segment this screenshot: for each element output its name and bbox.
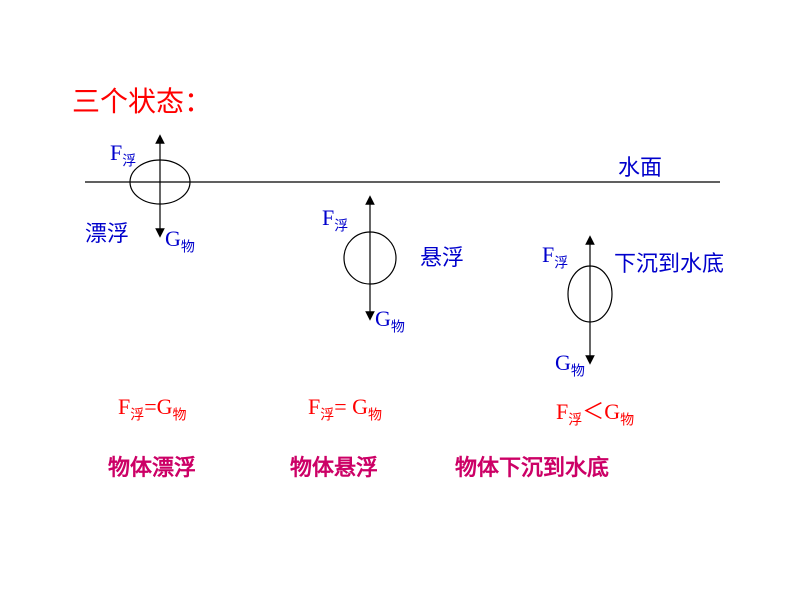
suspend-bottom-label: 物体悬浮 [290, 450, 378, 482]
sink-f-label: F浮 [542, 242, 568, 272]
water-surface-label: 水面 [618, 150, 662, 182]
sink-bottom-label: 物体下沉到水底 [455, 450, 609, 482]
float-bottom-label: 物体漂浮 [108, 450, 196, 482]
float-formula: F浮=G物 [118, 394, 187, 424]
diagram-title: 三个状态： [72, 80, 212, 120]
float-g-label: G物 [165, 226, 195, 256]
suspend-g-label: G物 [375, 306, 405, 336]
sink-formula: F浮＜G物 [556, 394, 634, 429]
sink-state-label: 下沉到水底 [614, 246, 724, 278]
suspend-state-label: 悬浮 [420, 240, 464, 272]
sink-g-label: G物 [555, 350, 585, 380]
suspend-formula: F浮= G物 [308, 394, 382, 424]
suspend-f-label: F浮 [322, 205, 348, 235]
float-state-label: 漂浮 [85, 216, 129, 248]
float-f-label: F浮 [110, 140, 136, 170]
